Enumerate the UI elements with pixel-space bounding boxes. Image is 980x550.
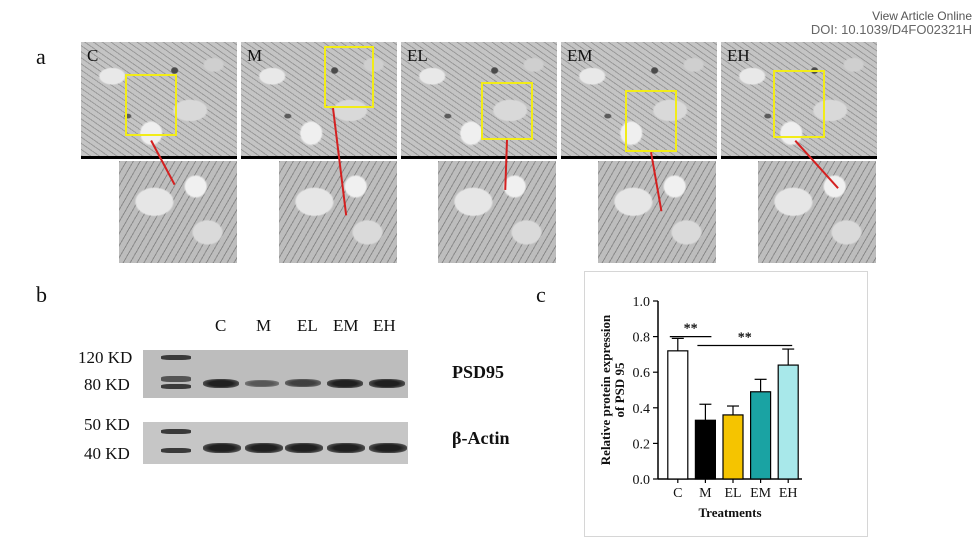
bar-eh bbox=[777, 364, 799, 480]
panel-c-letter: c bbox=[536, 282, 546, 307]
em-image-zoom-eh bbox=[758, 161, 876, 263]
em-image-zoom-m bbox=[279, 161, 397, 263]
em-image-top-eh: EH bbox=[721, 42, 877, 159]
y-tick-label-2: 0.4 bbox=[633, 402, 651, 417]
article-header: View Article Online DOI: 10.1039/D4FO023… bbox=[810, 9, 972, 37]
bar-el bbox=[722, 414, 744, 480]
em-label-em: EM bbox=[567, 46, 593, 65]
panel-b-letter: b bbox=[36, 282, 47, 307]
x-tick-label-eh: EH bbox=[779, 486, 798, 501]
x-tick-label-el: EL bbox=[724, 486, 741, 501]
roi-box-c bbox=[125, 74, 177, 136]
ladder-band-40 bbox=[161, 448, 191, 453]
protein-label-psd95: PSD95 bbox=[452, 362, 505, 382]
psd95-band-m bbox=[245, 380, 279, 387]
roi-box-em bbox=[625, 90, 677, 152]
x-tick-label-m: M bbox=[699, 486, 712, 501]
y-axis-title-line1: Relative protein expression bbox=[598, 314, 613, 465]
y-tick-label-4: 0.8 bbox=[633, 331, 651, 346]
psd95-band-c bbox=[203, 379, 239, 388]
lane-label-eh: EH bbox=[373, 316, 396, 335]
roi-box-el bbox=[481, 82, 533, 140]
lane-label-c: C bbox=[215, 316, 227, 335]
psd95-blot bbox=[143, 350, 408, 398]
em-image-top-c: C bbox=[81, 42, 237, 159]
actin-band-eh bbox=[369, 443, 407, 453]
roi-box-m bbox=[324, 46, 374, 108]
em-image-top-m: M bbox=[241, 42, 397, 159]
doi-text: DOI: 10.1039/D4FO02321H bbox=[810, 22, 972, 37]
actin-band-m bbox=[245, 443, 283, 453]
y-tick-label-5: 1.0 bbox=[633, 295, 651, 310]
bar-em bbox=[750, 391, 772, 480]
em-label-c: C bbox=[87, 46, 99, 65]
lane-label-el: EL bbox=[297, 316, 318, 335]
marker-40kd: 40 KD bbox=[84, 444, 130, 463]
lane-label-em: EM bbox=[333, 316, 359, 335]
marker-120kd: 120 KD bbox=[78, 348, 133, 367]
y-tick-label-1: 0.2 bbox=[633, 437, 651, 452]
y-axis-title-line2: of PSD 95 bbox=[612, 362, 627, 417]
y-tick-label-0: 0.0 bbox=[633, 473, 651, 488]
actin-band-em bbox=[327, 443, 365, 453]
psd95-bar-chart: 0.0 0.2 0.4 0.6 0.8 1.0 C M EL EM EH ** ** Treatments… bbox=[598, 295, 802, 520]
ladder-band-80 bbox=[161, 384, 191, 389]
ladder-band-120 bbox=[161, 355, 191, 360]
ladder-band-50 bbox=[161, 429, 191, 434]
view-article-link[interactable]: View Article Online bbox=[872, 9, 972, 23]
marker-80kd: 80 KD bbox=[84, 375, 130, 394]
actin-band-el bbox=[285, 443, 323, 453]
actin-band-c bbox=[203, 443, 241, 453]
significance-label-0: ** bbox=[684, 322, 698, 337]
em-image-zoom-el bbox=[438, 161, 556, 263]
roi-box-eh bbox=[773, 70, 825, 138]
panel-a-letter: a bbox=[36, 44, 46, 69]
significance-label-1: ** bbox=[738, 331, 752, 346]
psd95-band-eh bbox=[369, 379, 405, 388]
x-axis-title: Treatments bbox=[698, 505, 761, 520]
y-tick-label-3: 0.6 bbox=[633, 366, 651, 381]
x-tick-label-c: C bbox=[673, 486, 682, 501]
chart-frame bbox=[584, 271, 868, 537]
ladder-band-90 bbox=[161, 376, 191, 382]
psd95-band-el bbox=[285, 379, 321, 387]
em-label-el: EL bbox=[407, 46, 428, 65]
bar-m bbox=[694, 419, 717, 480]
em-label-m: M bbox=[247, 46, 263, 65]
bar-c bbox=[667, 350, 689, 480]
protein-label-actin: β-Actin bbox=[452, 428, 510, 448]
em-image-zoom-em bbox=[598, 161, 716, 263]
lane-label-m: M bbox=[256, 316, 272, 335]
psd95-band-em bbox=[327, 379, 363, 388]
marker-50kd: 50 KD bbox=[84, 415, 130, 434]
x-tick-label-em: EM bbox=[750, 486, 772, 501]
em-label-eh: EH bbox=[727, 46, 750, 65]
em-image-top-el: EL bbox=[401, 42, 557, 159]
actin-blot bbox=[143, 422, 408, 464]
em-image-zoom-c bbox=[119, 161, 237, 263]
em-image-top-em: EM bbox=[561, 42, 717, 159]
